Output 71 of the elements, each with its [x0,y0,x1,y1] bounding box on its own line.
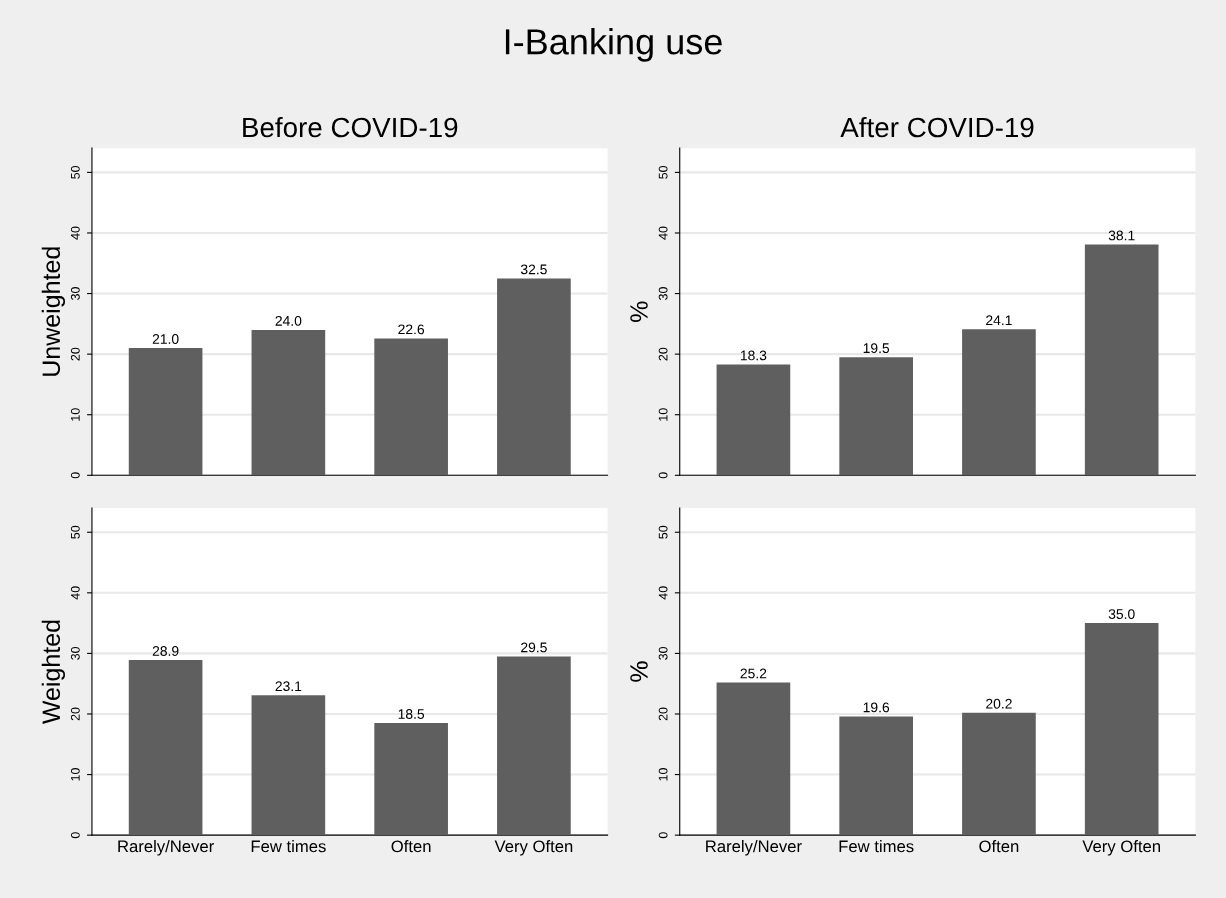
y-tick-label: 20 [70,707,80,721]
data-label: 35.0 [1108,609,1135,619]
y-tick-label: 40 [658,226,668,240]
y-tick-label: 0 [70,832,80,839]
y-tick-label: 20 [70,347,80,361]
bar [839,357,913,476]
bar [497,278,571,476]
y-tick-label: 10 [70,408,80,421]
x-tick-label: Often [391,840,431,853]
data-label: 28.9 [152,646,179,656]
y-tick-label: 30 [658,646,668,660]
data-label: 25.2 [740,668,767,679]
y-tick-label: 30 [70,646,80,660]
data-label: 18.5 [398,709,425,719]
bar [128,348,203,476]
x-tick-label: Often [979,840,1019,853]
data-label: 23.1 [275,681,302,692]
chart-title: Before COVID-19 [243,116,458,138]
bar [497,656,571,836]
data-label: 20.2 [986,698,1012,709]
x-tick-label: Few times [251,840,326,853]
bar [1084,244,1159,476]
data-label: 22.6 [398,324,425,335]
y-tick-label: 50 [658,525,668,539]
y-tick-label: 10 [658,768,668,781]
y-tick-label: 0 [658,472,668,479]
bar [716,364,791,476]
chart-title: After COVID-19 [840,116,1034,138]
data-label: 19.5 [863,343,890,354]
x-tick-label: Very Often [1082,840,1160,856]
y-tick-label: 30 [658,287,668,301]
bar [1084,623,1159,836]
y-axis-title: % [630,301,648,322]
y-tick-label: 40 [70,226,80,240]
y-tick-label: 40 [70,586,80,600]
bar [839,716,913,836]
y-tick-label: 30 [70,287,80,301]
x-tick-label: Few times [839,840,914,853]
data-label: 24.1 [986,315,1012,326]
bar [374,723,448,836]
y-axis-title: Weighted [41,620,66,725]
data-label: 18.3 [740,350,767,361]
y-tick-label: 10 [658,408,668,421]
data-label: 29.5 [521,642,547,653]
bar [962,712,1036,836]
y-tick-label: 0 [70,472,80,479]
y-tick-label: 0 [658,832,668,839]
data-label: 19.6 [863,702,890,713]
bar [128,660,203,836]
x-tick-label: Rarely/Never [118,840,214,856]
y-tick-label: 50 [70,165,80,179]
x-tick-label: Rarely/Never [706,840,802,856]
y-tick-label: 50 [658,165,668,179]
y-axis-title: Unweighted [41,247,66,376]
y-tick-label: 40 [658,586,668,600]
data-label: 32.5 [520,264,547,275]
y-tick-label: 20 [658,347,668,361]
y-axis-title: % [630,661,648,682]
bar [374,338,448,476]
bar [716,682,791,836]
y-tick-label: 20 [658,707,668,721]
data-label: 38.1 [1108,230,1135,241]
bar [251,329,326,476]
data-label: 24.0 [275,315,302,326]
bar [251,695,326,836]
text: I-Banking use [505,28,722,62]
data-label: 21.0 [152,334,179,344]
y-tick-label: 10 [70,768,80,781]
y-tick-label: 50 [70,525,80,539]
bar [962,329,1036,476]
x-tick-label: Very Often [494,840,573,856]
